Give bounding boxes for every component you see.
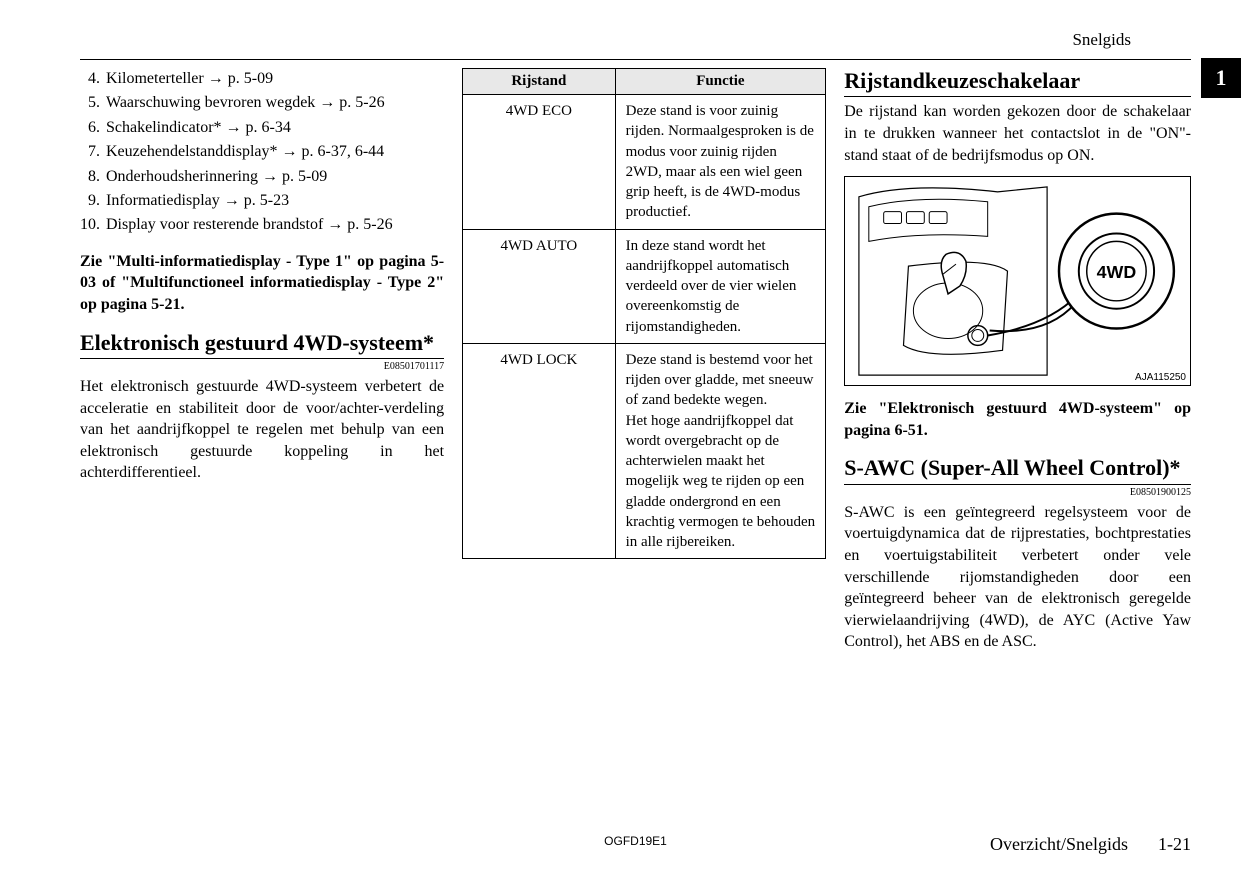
mode-cell: 4WD AUTO <box>463 229 616 343</box>
page-header: Snelgids 1 <box>80 30 1191 60</box>
table-header: Functie <box>615 69 826 95</box>
footer-section: Overzicht/Snelgids <box>990 834 1128 855</box>
page-footer: OGFD19E1 Overzicht/Snelgids 1-21 <box>80 834 1191 855</box>
mode-cell: 4WD ECO <box>463 95 616 230</box>
figure-4wd-selector: 4WD AJA115250 <box>844 176 1191 386</box>
desc-cell: In deze stand wordt het aandrijfkoppel a… <box>615 229 826 343</box>
doc-code: OGFD19E1 <box>604 834 667 848</box>
content-columns: 4.Kilometerteller → p. 5-09 5.Waarschuwi… <box>80 68 1191 653</box>
ref-code: E08501701117 <box>80 361 444 372</box>
desc-cell: Deze stand is bestemd voor het rijden ov… <box>615 343 826 559</box>
button-4wd-label: 4WD <box>1097 262 1137 282</box>
chapter-tab: 1 <box>1201 58 1241 98</box>
reference-list: 4.Kilometerteller → p. 5-09 5.Waarschuwi… <box>80 68 444 237</box>
figure-code: AJA115250 <box>1135 372 1186 383</box>
ref-code-2: E08501900125 <box>844 487 1191 498</box>
list-item: 4.Kilometerteller → p. 5-09 <box>80 68 444 90</box>
column-middle: Rijstand Functie 4WD ECO Deze stand is v… <box>462 68 826 653</box>
list-item: 8.Onderhoudsherinnering → p. 5-09 <box>80 166 444 188</box>
desc-cell: Deze stand is voor zuinig rijden. Normaa… <box>615 95 826 230</box>
heading-4wd-system: Elektronisch gestuurd 4WD-systeem* <box>80 330 444 359</box>
cross-reference-note-2: Zie "Elektronisch gestuurd 4WD-systeem" … <box>844 398 1191 441</box>
body-selector: De rijstand kan worden gekozen door de s… <box>844 101 1191 166</box>
section-label: Snelgids <box>1072 30 1131 50</box>
body-sawc: S-AWC is een geïntegreerd regelsysteem v… <box>844 502 1191 653</box>
list-item: 7.Keuzehendelstanddisplay* → p. 6-37, 6-… <box>80 141 444 163</box>
cross-reference-note: Zie "Multi-informatiedisplay - Type 1" o… <box>80 251 444 316</box>
heading-selector: Rijstandkeuzeschakelaar <box>844 68 1191 97</box>
table-header: Rijstand <box>463 69 616 95</box>
list-item: 5.Waarschuwing bevroren wegdek → p. 5-26 <box>80 92 444 114</box>
table-row: 4WD ECO Deze stand is voor zuinig rijden… <box>463 95 826 230</box>
list-item: 9.Informatiedisplay → p. 5-23 <box>80 190 444 212</box>
table-row: 4WD AUTO In deze stand wordt het aandrij… <box>463 229 826 343</box>
list-item: 10.Display voor resterende brandstof → p… <box>80 214 444 236</box>
body-4wd-system: Het elektronisch gestuurde 4WD-systeem v… <box>80 376 444 484</box>
heading-sawc: S-AWC (Super-All Wheel Control)* <box>844 455 1191 484</box>
table-row: 4WD LOCK Deze stand is bestemd voor het … <box>463 343 826 559</box>
column-right: Rijstandkeuzeschakelaar De rijstand kan … <box>844 68 1191 653</box>
mode-cell: 4WD LOCK <box>463 343 616 559</box>
list-item: 6.Schakelindicator* → p. 6-34 <box>80 117 444 139</box>
page-number: 1-21 <box>1158 834 1191 855</box>
drive-mode-table: Rijstand Functie 4WD ECO Deze stand is v… <box>462 68 826 559</box>
column-left: 4.Kilometerteller → p. 5-09 5.Waarschuwi… <box>80 68 444 653</box>
selector-illustration: 4WD <box>845 177 1190 385</box>
